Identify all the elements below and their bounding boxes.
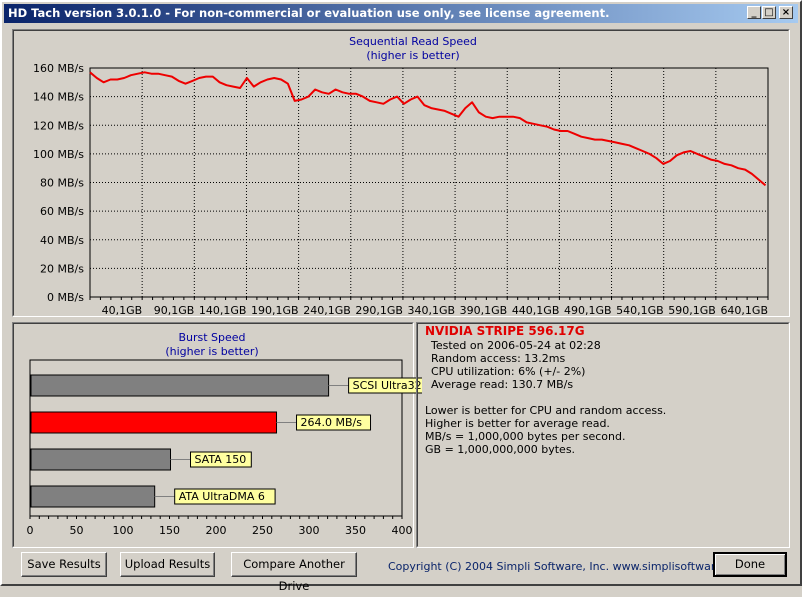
burst-bar-label: 264.0 MB/s [301,416,363,429]
seq-x-tick-label: 40,1GB [102,304,143,317]
drive-name: NVIDIA STRIPE 596.17G [425,324,585,338]
burst-bar-label: SATA 150 [195,453,247,466]
burst-bar-label-box [296,414,372,431]
seq-y-tick-label: 80 MB/s [40,177,84,190]
burst-x-tick-label: 300 [299,524,320,537]
seq-title-line1: Sequential Read Speed [349,35,477,48]
seq-title-line2: (higher is better) [366,49,460,62]
done-button[interactable]: Done [713,552,787,577]
save-results-button[interactable]: Save Results [21,552,107,577]
seq-x-tick-label: 340,1GB [408,304,456,317]
burst-x-tick-label: 50 [70,524,84,537]
seq-x-tick-label: 540,1GB [616,304,664,317]
seq-y-tick-label: 140 MB/s [33,91,84,104]
burst-title-line2: (higher is better) [165,345,259,358]
info-panel [416,322,790,548]
window-title: HD Tach version 3.0.1.0 - For non-commer… [8,6,610,20]
compare-another-drive-button[interactable]: Compare Another Drive [231,552,357,593]
burst-bar-label-box [190,451,252,468]
burst-bar [30,485,156,508]
burst-x-tick-label: 100 [113,524,134,537]
note-average-read: Higher is better for average read. [425,417,610,430]
seq-y-tick-label: 100 MB/s [33,148,84,161]
burst-x-tick-label: 200 [206,524,227,537]
seq-x-tick-label: 590,1GB [668,304,716,317]
burst-bar-label-box [174,488,276,505]
upload-results-button[interactable]: Upload Results [120,552,215,577]
minimize-icon[interactable]: _ [747,6,761,19]
seq-y-tick-label: 60 MB/s [40,205,84,218]
burst-x-tick-label: 0 [27,524,34,537]
maximize-icon[interactable]: □ [762,6,776,19]
seq-x-tick-label: 440,1GB [512,304,560,317]
copyright-text: Copyright (C) 2004 Simpli Software, Inc.… [388,560,749,573]
random-access: Random access: 13.2ms [431,352,566,365]
burst-bar-label: SCSI Ultra320 [353,379,422,392]
seq-x-tick-label: 640,1GB [720,304,768,317]
seq-y-tick-label: 40 MB/s [40,234,84,247]
seq-plot-border [89,67,769,298]
average-read: Average read: 130.7 MB/s [431,378,574,391]
sequential-read-panel [12,29,790,317]
close-icon[interactable]: × [779,6,793,19]
seq-x-tick-label: 390,1GB [460,304,508,317]
seq-y-tick-label: 120 MB/s [33,119,84,132]
seq-x-tick-label: 240,1GB [303,304,351,317]
seq-chart-title: Sequential Read Speed (higher is better) [302,35,524,63]
burst-bar [30,411,278,434]
seq-x-tick-label: 490,1GB [564,304,612,317]
burst-speed-chart: 0 50 100 150 200 250 300 350 400 SCSI Ultra320 264… [27,359,422,537]
note-gb: GB = 1,000,000,000 bytes. [425,443,576,456]
burst-bar-label-box [348,377,422,394]
burst-x-tick-label: 150 [159,524,180,537]
burst-speed-panel [12,322,414,548]
drive-info: NVIDIA STRIPE 596.17G Tested on 2006-05-… [420,324,788,546]
burst-chart-title: Burst Speed (higher is better) [112,331,312,359]
burst-bar-label: ATA UltraDMA 6 [179,490,265,503]
title-bar[interactable]: HD Tach version 3.0.1.0 - For non-commer… [4,4,798,23]
seq-x-tick-label: 90,1GB [154,304,195,317]
seq-x-tick-label: 290,1GB [355,304,403,317]
burst-x-tick-label: 350 [345,524,366,537]
burst-x-tick-label: 400 [392,524,413,537]
seq-read-series-line [89,71,767,187]
burst-title-line1: Burst Speed [178,331,246,344]
note-cpu-random: Lower is better for CPU and random acces… [425,404,667,417]
burst-bar [30,448,171,471]
cpu-utilization: CPU utilization: 6% (+/- 2%) [431,365,586,378]
tested-on: Tested on 2006-05-24 at 02:28 [431,339,601,352]
seq-x-tick-label: 140,1GB [199,304,247,317]
burst-x-tick-label: 250 [252,524,273,537]
seq-y-tick-label: 20 MB/s [40,262,84,275]
sequential-read-chart: 160 MB/s 140 MB/s 120 MB/s 100 MB/s 80 MB/s 6… [33,62,769,317]
note-mbps: MB/s = 1,000,000 bytes per second. [425,430,626,443]
seq-y-tick-label: 160 MB/s [33,62,84,75]
burst-bar [30,374,330,397]
seq-x-tick-label: 190,1GB [251,304,299,317]
seq-y-tick-label: 0 MB/s [47,291,84,304]
